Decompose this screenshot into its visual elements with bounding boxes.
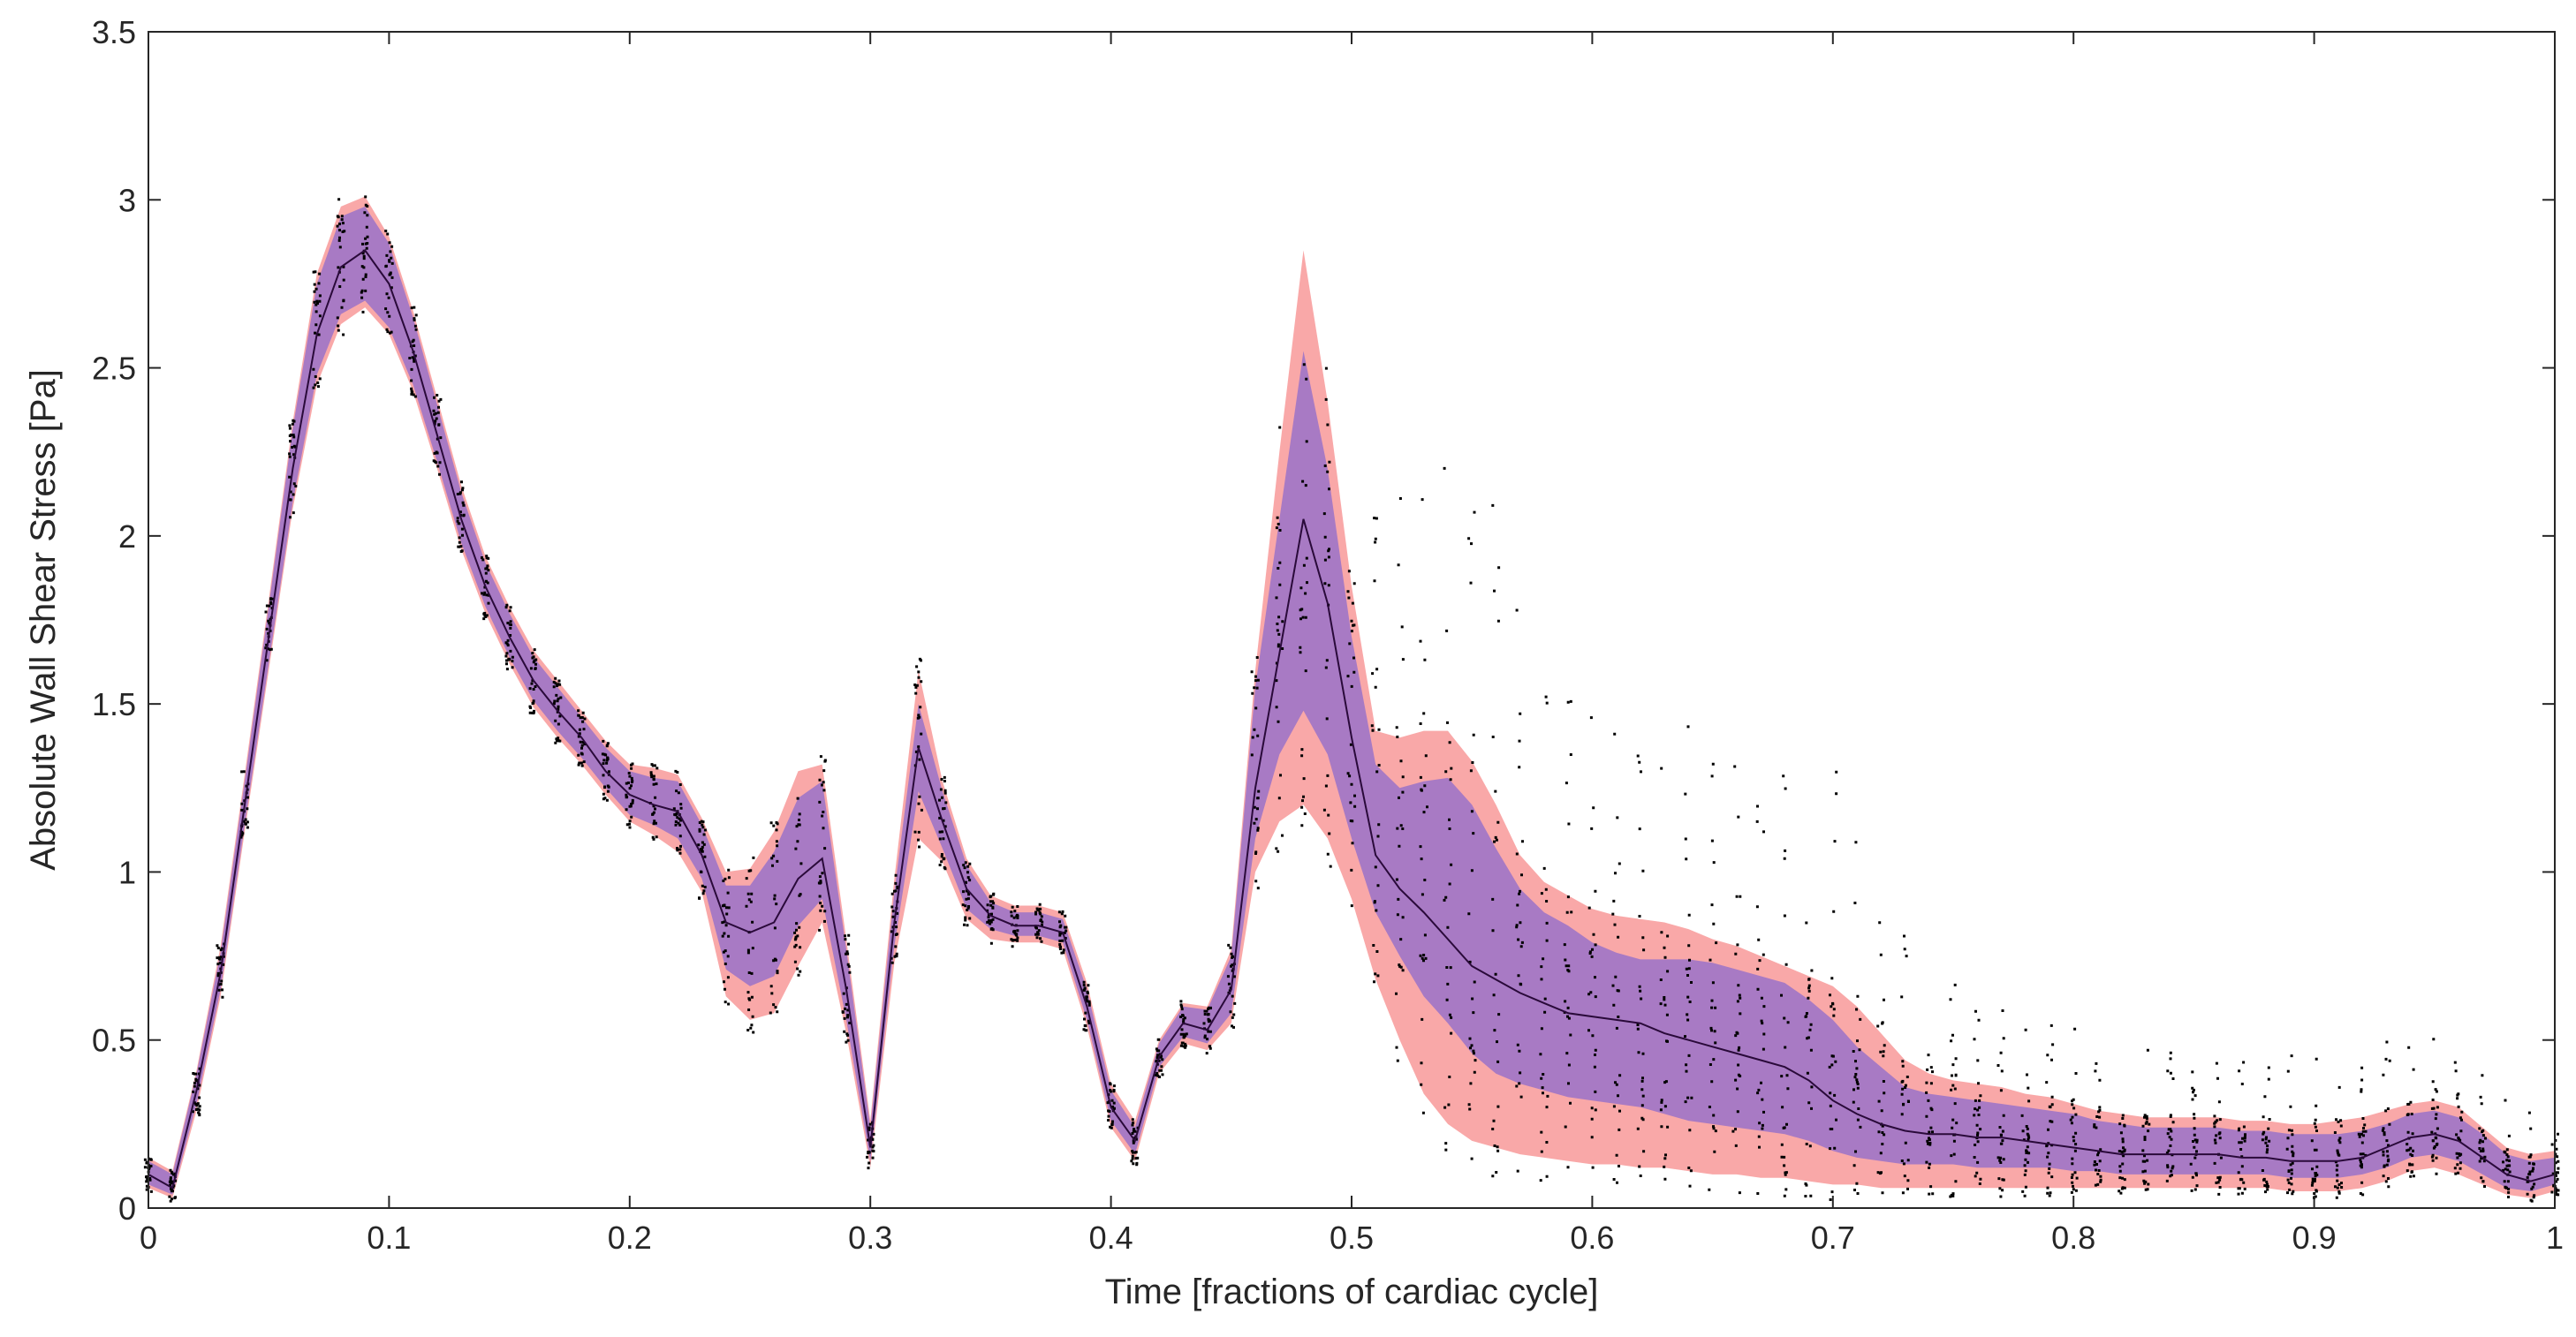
x-tick-label: 0.8 <box>2051 1220 2095 1256</box>
y-tick-label: 2.5 <box>92 351 136 387</box>
y-tick-label: 1 <box>118 854 136 890</box>
y-axis-label: Absolute Wall Shear Stress [Pa] <box>24 369 63 871</box>
plot-area <box>143 195 2560 1203</box>
x-tick-label: 1 <box>2546 1220 2564 1256</box>
x-tick-label: 0 <box>140 1220 157 1256</box>
mean-line <box>148 249 2556 1190</box>
x-tick-label: 0.7 <box>1811 1220 1855 1256</box>
x-tick-label: 0.1 <box>367 1220 411 1256</box>
x-tick-label: 0.5 <box>1330 1220 1374 1256</box>
x-tick-label: 0.9 <box>2292 1220 2337 1256</box>
y-tick-label: 0.5 <box>92 1023 136 1059</box>
y-tick-label: 3 <box>118 182 136 218</box>
y-tick-label: 0 <box>118 1190 136 1227</box>
y-axis-ticks: 0 0.5 1 1.5 2 2.5 3 3.5 <box>92 14 2555 1227</box>
sample-points <box>143 195 2560 1203</box>
x-tick-label: 0.6 <box>1570 1220 1614 1256</box>
inner-band-area <box>148 206 2555 1195</box>
y-tick-label: 2 <box>118 518 136 555</box>
x-tick-label: 0.3 <box>848 1220 892 1256</box>
x-tick-label: 0.4 <box>1089 1220 1133 1256</box>
x-tick-label: 0.2 <box>608 1220 652 1256</box>
y-tick-label: 1.5 <box>92 686 136 722</box>
x-axis-ticks: 0 0.1 0.2 0.3 0.4 0.5 0.6 0.7 0.8 0.9 1 <box>140 32 2564 1256</box>
x-axis-label: Time [fractions of cardiac cycle] <box>1105 1273 1599 1311</box>
y-tick-label: 3.5 <box>92 14 136 50</box>
